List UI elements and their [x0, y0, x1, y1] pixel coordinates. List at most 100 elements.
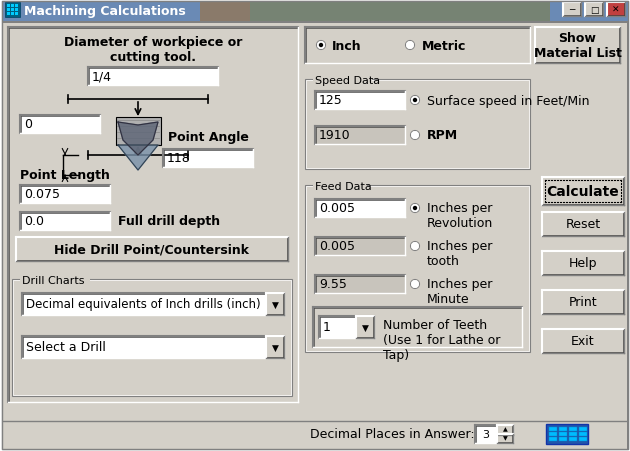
Bar — [8, 28, 298, 402]
Bar — [7, 5, 10, 8]
Bar — [305, 186, 530, 352]
Bar — [13, 281, 291, 395]
Text: ▼: ▼ — [272, 343, 278, 352]
Bar — [266, 293, 284, 315]
Text: 1/4: 1/4 — [92, 70, 112, 83]
Text: Select a Drill: Select a Drill — [26, 341, 106, 354]
Text: Feed Data: Feed Data — [315, 182, 372, 192]
Text: Exit: Exit — [571, 335, 595, 348]
Bar — [305, 28, 530, 64]
Text: Diameter of workpiece or
cutting tool.: Diameter of workpiece or cutting tool. — [64, 36, 242, 64]
Text: Help: Help — [569, 257, 597, 270]
Bar — [15, 13, 18, 16]
Bar — [15, 5, 18, 8]
Bar — [7, 9, 10, 12]
Text: 0.0: 0.0 — [24, 215, 44, 228]
Text: 0.005: 0.005 — [319, 202, 355, 215]
Bar — [579, 437, 587, 441]
Bar — [559, 437, 567, 441]
Bar — [546, 424, 588, 444]
Text: 0.005: 0.005 — [319, 240, 355, 253]
Text: Decimal Places in Answer:: Decimal Places in Answer: — [310, 428, 474, 441]
Text: RPM: RPM — [427, 129, 458, 142]
Text: Surface speed in Feet/Min: Surface speed in Feet/Min — [427, 94, 590, 107]
Bar — [315, 276, 405, 293]
Text: Print: Print — [569, 296, 597, 309]
Bar — [250, 0, 550, 22]
Circle shape — [411, 131, 420, 140]
Bar — [88, 68, 218, 86]
Bar — [16, 238, 288, 262]
Text: Number of Teeth
(Use 1 for Lathe or
Tap): Number of Teeth (Use 1 for Lathe or Tap) — [383, 318, 500, 361]
Bar — [11, 13, 14, 16]
Text: 118: 118 — [167, 152, 191, 165]
Bar — [559, 427, 567, 431]
Text: 0.075: 0.075 — [24, 188, 60, 201]
Bar — [607, 3, 625, 17]
Bar — [3, 421, 627, 446]
Bar — [20, 277, 90, 282]
Text: ▼: ▼ — [362, 323, 369, 332]
Bar — [0, 0, 630, 22]
Text: Inches per
Revolution: Inches per Revolution — [427, 202, 493, 230]
Circle shape — [316, 41, 326, 51]
Circle shape — [406, 41, 415, 51]
Bar — [305, 80, 530, 170]
Bar — [7, 13, 10, 16]
Bar — [549, 432, 557, 436]
Bar — [306, 81, 529, 169]
Bar — [12, 279, 292, 396]
Bar — [563, 3, 581, 17]
Bar — [15, 9, 18, 12]
Bar — [313, 184, 367, 189]
Text: Full drill depth: Full drill depth — [118, 215, 220, 228]
Text: Drill Charts: Drill Charts — [22, 276, 84, 285]
Text: 9.55: 9.55 — [319, 278, 347, 291]
Bar — [542, 329, 624, 353]
Text: ✕: ✕ — [612, 5, 620, 14]
Bar — [535, 28, 620, 64]
Bar — [542, 252, 624, 276]
Bar — [306, 187, 529, 351]
Text: Reset: Reset — [566, 218, 600, 231]
Circle shape — [413, 99, 417, 103]
Bar — [313, 78, 372, 83]
Bar — [163, 150, 253, 168]
Text: Metric: Metric — [422, 39, 466, 52]
Text: □: □ — [590, 5, 598, 14]
Text: Point Length: Point Length — [20, 169, 110, 182]
Bar — [497, 425, 513, 435]
Circle shape — [411, 242, 420, 251]
Circle shape — [411, 96, 420, 105]
Bar — [542, 178, 624, 206]
Bar — [20, 186, 110, 203]
Bar — [116, 118, 161, 146]
Bar — [585, 3, 603, 17]
Circle shape — [319, 44, 323, 48]
Bar — [20, 212, 110, 230]
Circle shape — [413, 207, 417, 211]
Bar — [549, 437, 557, 441]
Bar — [542, 290, 624, 314]
Bar — [315, 238, 405, 255]
Bar — [497, 434, 513, 443]
Bar — [315, 92, 405, 110]
Bar — [475, 425, 513, 443]
Bar — [356, 316, 374, 338]
Bar — [315, 127, 405, 145]
Text: Inch: Inch — [332, 39, 362, 52]
Text: 3: 3 — [483, 429, 490, 439]
Bar — [569, 432, 577, 436]
Bar — [579, 427, 587, 431]
Bar — [569, 437, 577, 441]
Bar — [549, 427, 557, 431]
Text: 0: 0 — [24, 118, 32, 131]
Bar — [313, 307, 522, 347]
Text: 1: 1 — [323, 321, 331, 334]
Text: Decimal equivalents of Inch drills (inch): Decimal equivalents of Inch drills (inch… — [26, 298, 261, 311]
Text: ─: ─ — [570, 5, 575, 14]
Bar — [266, 336, 284, 358]
Text: Hide Drill Point/Countersink: Hide Drill Point/Countersink — [55, 243, 249, 256]
Text: Speed Data: Speed Data — [315, 76, 380, 86]
Text: Calculate: Calculate — [547, 184, 619, 198]
